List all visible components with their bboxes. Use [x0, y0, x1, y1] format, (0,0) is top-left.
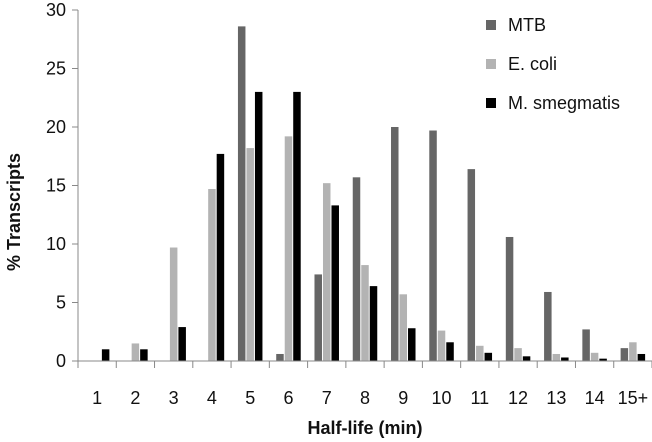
bar-m-smegmatis-6	[293, 91, 301, 362]
bar-e-coli-7	[322, 183, 331, 361]
y-tick-label: 20	[46, 117, 66, 137]
bar-e-coli-10	[437, 330, 446, 361]
bar-e-coli-15plus	[629, 342, 637, 361]
legend-swatch-mtb	[486, 20, 496, 30]
y-tick-label: 15	[46, 176, 66, 196]
x-tick-label: 5	[245, 388, 255, 408]
bar-mtb-7	[314, 274, 322, 361]
bar-mtb-13	[544, 291, 552, 361]
y-tick-label: 5	[56, 293, 66, 313]
x-tick-label: 10	[432, 388, 452, 408]
legend-label-m-smegmatis: M. smegmatis	[508, 93, 620, 113]
legend-label-mtb: MTB	[508, 15, 546, 35]
x-tick-label: 8	[360, 388, 370, 408]
x-tick-label: 9	[398, 388, 408, 408]
x-tick-label: 11	[470, 388, 489, 408]
y-tick-label: 0	[56, 351, 66, 371]
bar-e-coli-2	[131, 343, 140, 361]
x-tick-label: 2	[130, 388, 140, 408]
x-tick-label: 4	[207, 388, 217, 408]
bar-m-smegmatis-11	[484, 352, 493, 361]
bar-m-smegmatis-5	[254, 91, 263, 362]
bar-e-coli-14	[590, 352, 599, 361]
bar-e-coli-3	[169, 247, 178, 361]
bar-m-smegmatis-7	[331, 205, 339, 361]
bar-e-coli-4	[208, 189, 216, 361]
bar-e-coli-12	[514, 348, 522, 361]
bar-m-smegmatis-14	[599, 358, 607, 361]
y-tick-label: 10	[46, 234, 66, 254]
bar-m-smegmatis-10	[446, 342, 454, 361]
bar-m-smegmatis-12	[522, 356, 531, 361]
x-tick-label: 12	[508, 388, 528, 408]
x-tick-label: 15+	[618, 388, 649, 408]
bar-mtb-10	[429, 130, 437, 361]
x-tick-label: 6	[283, 388, 293, 408]
legend-label-e-coli: E. coli	[508, 54, 557, 74]
bar-m-smegmatis-3	[178, 327, 186, 361]
y-tick-label: 30	[46, 0, 66, 20]
x-tick-label: 3	[169, 388, 179, 408]
x-tick-label: 1	[92, 388, 102, 408]
x-tick-label: 13	[546, 388, 566, 408]
bar-mtb-9	[391, 127, 399, 361]
bar-mtb-12	[505, 236, 514, 361]
bar-mtb-6	[276, 353, 284, 361]
bar-e-coli-5	[246, 148, 254, 361]
bar-e-coli-8	[361, 265, 369, 361]
bar-m-smegmatis-15plus	[637, 353, 646, 361]
x-axis-title: Half-life (min)	[308, 418, 423, 438]
x-tick-label: 7	[322, 388, 332, 408]
bar-mtb-11	[467, 169, 476, 361]
bar-e-coli-11	[476, 345, 484, 361]
bar-e-coli-13	[552, 353, 561, 361]
y-axis-title: % Transcripts	[4, 153, 24, 271]
bar-m-smegmatis-4	[216, 153, 225, 361]
legend-swatch-e-coli	[486, 59, 496, 69]
legend: MTB E. coli M. smegmatis	[486, 15, 620, 113]
bar-m-smegmatis-2	[140, 349, 148, 361]
bar-e-coli-9	[399, 294, 408, 361]
x-tick-label: 14	[585, 388, 605, 408]
y-tick-label: 25	[46, 59, 66, 79]
bar-m-smegmatis-1	[101, 349, 110, 361]
bar-mtb-8	[352, 177, 361, 361]
bar-m-smegmatis-13	[561, 357, 569, 361]
bar-m-smegmatis-9	[408, 328, 416, 361]
bar-mtb-14	[582, 329, 590, 361]
bar-mtb-15plus	[620, 348, 629, 361]
legend-swatch-m-smegmatis	[486, 98, 496, 108]
bar-e-coli-6	[284, 136, 293, 361]
bar-mtb-5	[237, 26, 246, 361]
bar-m-smegmatis-8	[369, 286, 378, 361]
